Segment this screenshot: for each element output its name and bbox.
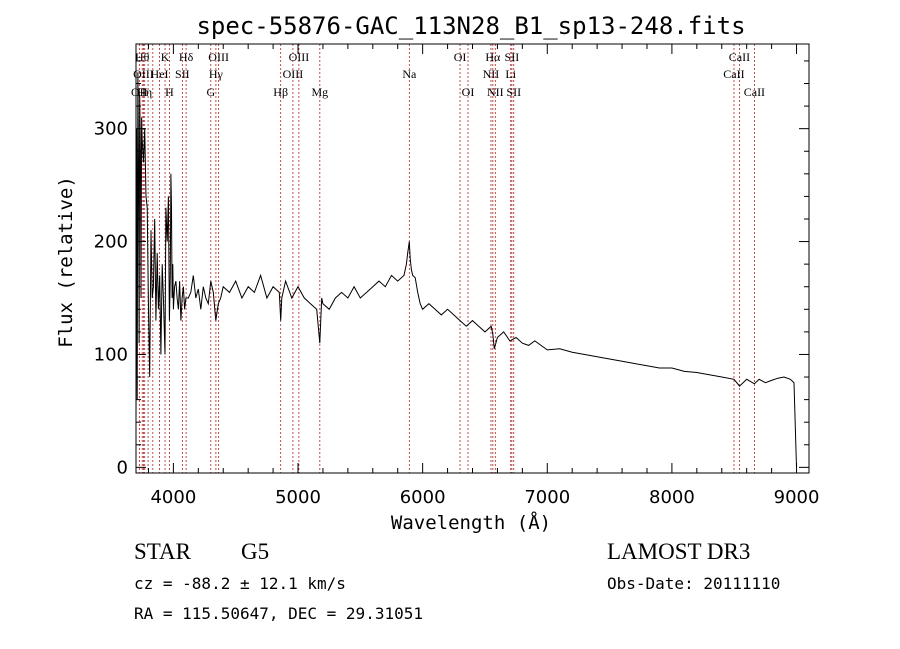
y-axis-label: Flux (relative)	[55, 176, 77, 348]
line-label-6716: SII	[505, 50, 520, 64]
redshift-info: cz = -88.2 ± 12.1 km/s	[134, 574, 346, 593]
line-label-8662: CaII	[744, 85, 765, 99]
line-label-8498: CaII	[723, 67, 744, 81]
line-label-4102: Hδ	[179, 50, 194, 64]
chart-title: spec-55876-GAC_113N28_B1_sp13-248.fits	[196, 12, 745, 40]
line-label-8542: CaII	[729, 50, 750, 64]
line-label-4959: OIII	[283, 67, 304, 81]
line-label-3933: K	[161, 50, 170, 64]
y-axis-ticks: 0 100 200 300	[94, 60, 809, 478]
line-label-5893: Na	[402, 67, 417, 81]
line-label-4363: OIII	[208, 50, 229, 64]
y-tick-label: 300	[94, 119, 128, 140]
y-tick-label: 100	[94, 344, 128, 365]
survey-name: LAMOST DR3	[607, 539, 751, 564]
observation-date: Obs-Date: 20111110	[607, 574, 781, 593]
x-tick-label: 7000	[524, 487, 570, 508]
line-label-6548: NII	[483, 67, 500, 81]
y-tick-label: 0	[117, 457, 128, 478]
line-label-6364: OI	[462, 85, 475, 99]
x-axis-label: Wavelength (Å)	[391, 511, 551, 534]
spectral-line-labels: OIIHθOIIIHηHeIKHSIIHδGHγOIIIHβOIIIOIIIMg…	[131, 50, 765, 99]
line-label-3750: Hθ	[135, 50, 150, 64]
x-axis-ticks: 4000 5000 6000 7000 8000 9000	[147, 44, 820, 508]
coordinates-info: RA = 115.50647, DEC = 29.31051	[134, 604, 423, 623]
line-label-4072: SII	[175, 67, 190, 81]
spectrum-line	[135, 72, 797, 468]
line-label-4300: G	[206, 85, 215, 99]
plot-frame	[135, 43, 810, 474]
line-label-3770: Hη	[137, 85, 152, 99]
line-label-6731: SII	[506, 85, 521, 99]
line-label-4341: Hγ	[209, 67, 224, 81]
x-tick-label: 8000	[649, 487, 695, 508]
line-label-5175: Mg	[311, 85, 328, 99]
x-tick-label: 5000	[275, 487, 321, 508]
line-label-6707: Li	[505, 67, 516, 81]
line-label-4861: Hβ	[273, 85, 288, 99]
line-label-6300: OI	[454, 50, 467, 64]
x-tick-label: 4000	[150, 487, 196, 508]
line-label-5007: OIII	[289, 50, 310, 64]
line-label-3727: OII	[131, 85, 148, 99]
x-tick-label: 9000	[774, 487, 820, 508]
y-tick-label: 200	[94, 232, 128, 253]
line-label-6583: NII	[487, 85, 504, 99]
line-label-3968: H	[165, 85, 174, 99]
spectral-line-markers	[138, 44, 755, 473]
object-subclass: G5	[241, 539, 270, 564]
line-label-3889: HeI	[151, 67, 169, 81]
line-label-6563: Hα	[485, 50, 501, 64]
x-tick-label: 6000	[400, 487, 446, 508]
object-class: STAR	[134, 539, 191, 564]
